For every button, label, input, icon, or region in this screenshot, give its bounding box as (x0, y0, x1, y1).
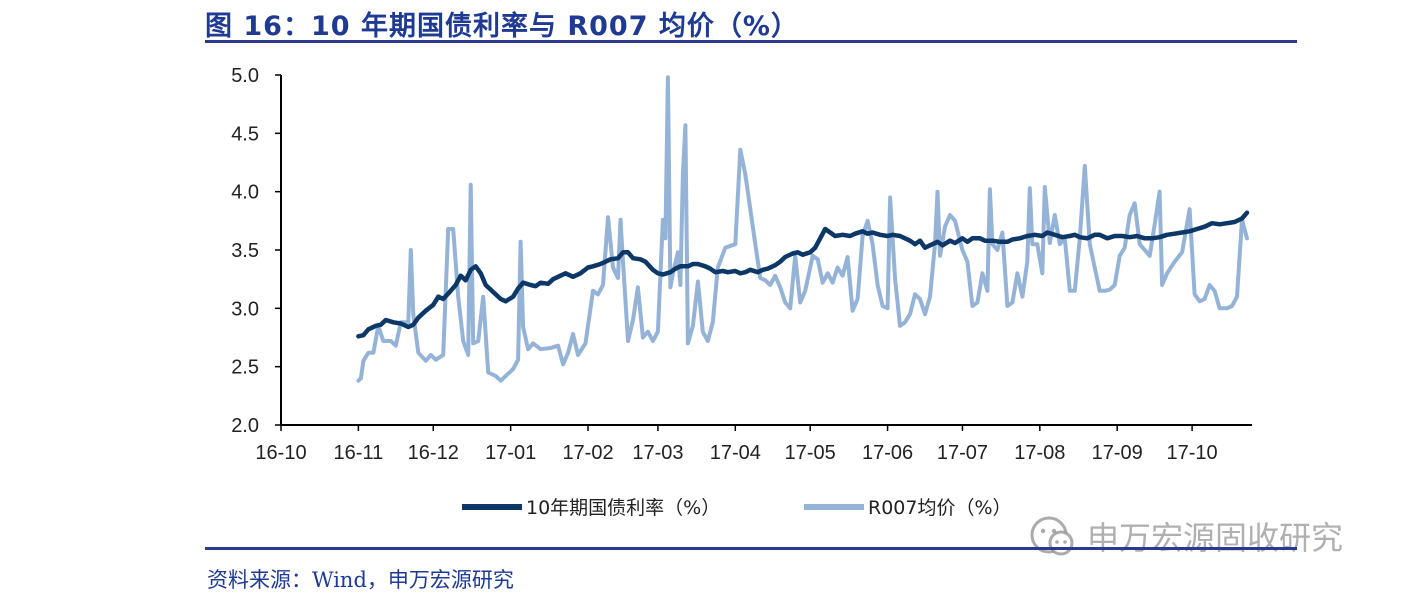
x-tick-label: 16-11 (334, 442, 384, 464)
chart-title: 图 16：10 年期国债利率与 R007 均价（%） (205, 11, 799, 42)
title-divider (205, 40, 1297, 43)
x-tick-label: 17-10 (1167, 442, 1218, 464)
chart-axes (275, 74, 1252, 431)
x-tick-label: 17-05 (785, 442, 836, 464)
x-tick-label: 17-07 (937, 442, 988, 464)
y-tick-label: 2.0 (231, 415, 259, 437)
y-tick-label: 4.0 (231, 182, 259, 204)
y-tick-label: 4.5 (231, 123, 259, 145)
source-note: 资料来源：Wind，申万宏源研究 (207, 568, 514, 592)
x-tick-label: 17-02 (562, 442, 613, 464)
x-tick-label: 17-09 (1092, 442, 1143, 464)
chart-legend: 10年期国债利率（%） R007均价（%） (462, 497, 1012, 519)
y-tick-label: 2.5 (231, 357, 259, 379)
x-tick-label: 16-10 (255, 442, 306, 464)
x-tick-label: 16-12 (408, 442, 459, 464)
x-tick-label: 17-04 (710, 442, 761, 464)
x-tick-label: 17-08 (1014, 442, 1065, 464)
x-tick-label: 17-01 (485, 442, 536, 464)
watermark: 申万宏源固收研究 (1023, 515, 1343, 557)
series-line-r007 (356, 75, 1249, 383)
series-line-10y-bond (356, 210, 1250, 339)
x-tick-labels: 16-10 16-11 16-12 17-01 17-02 17-03 17-04 17-05… (255, 442, 1217, 464)
watermark-text: 申万宏源固收研究 (1087, 519, 1344, 557)
legend-10y-bond-label: 10年期国债利率（%） (526, 497, 720, 519)
wechat-icon (1030, 516, 1074, 556)
y-tick-labels: 2.0 2.5 3.0 3.5 4.0 4.5 5.0 (231, 65, 259, 437)
y-tick-label: 3.5 (231, 240, 259, 262)
y-tick-label: 5.0 (231, 65, 259, 87)
x-tick-label: 17-03 (632, 442, 683, 464)
legend-r007-label: R007均价（%） (868, 497, 1012, 519)
x-tick-label: 17-06 (862, 442, 913, 464)
footer-divider (205, 547, 1297, 550)
chart-series (356, 75, 1250, 383)
y-tick-label: 3.0 (231, 298, 259, 320)
